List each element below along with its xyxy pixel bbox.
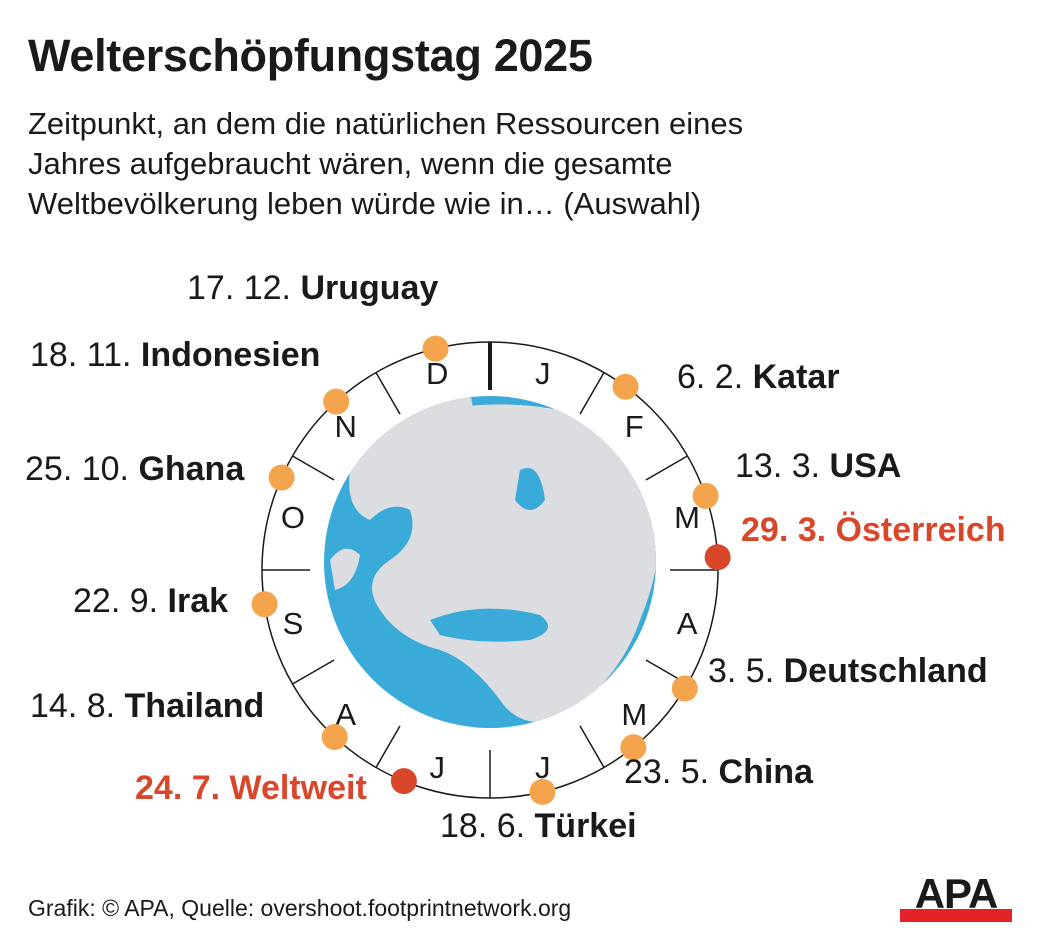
month-label: M [674, 500, 700, 535]
globe-icon [324, 396, 656, 728]
subtitle-line: Zeitpunkt, an dem die natürlichen Ressou… [28, 106, 744, 141]
entry-label-oesterreich: 29. 3. Österreich [741, 511, 1006, 549]
month-divider [645, 455, 688, 481]
month-label: O [281, 500, 305, 535]
entry-label-uruguay: 17. 12. Uruguay [187, 269, 439, 307]
date-marker-thailand [321, 724, 348, 751]
date-marker-deutschland [671, 675, 698, 702]
date-marker-katar [612, 373, 639, 400]
month-divider [292, 455, 335, 481]
entry-label-thailand: 14. 8. Thailand [30, 687, 265, 725]
month-divider [579, 372, 605, 415]
month-divider [375, 725, 401, 768]
month-label: S [283, 606, 304, 641]
date-marker-usa [692, 482, 719, 509]
date-marker-china [620, 734, 647, 761]
entry-label-usa: 13. 3. USA [735, 447, 902, 485]
month-label: F [625, 409, 644, 444]
subtitle: Zeitpunkt, an dem die natürlichen Ressou… [28, 104, 928, 224]
month-label: N [335, 409, 357, 444]
subtitle-line: Jahres aufgebraucht wären, wenn die gesa… [28, 146, 673, 181]
date-marker-ghana [268, 464, 295, 491]
date-marker-uruguay [422, 335, 449, 362]
entry-label-indonesien: 18. 11. Indonesien [30, 336, 321, 374]
entry-label-deutschland: 3. 5. Deutschland [708, 652, 988, 690]
month-label: A [335, 697, 356, 732]
month-label: D [426, 356, 448, 391]
date-marker-irak [251, 591, 278, 618]
entry-label-irak: 22. 9. Irak [73, 582, 229, 620]
entry-label-tuerkei: 18. 6. Türkei [440, 807, 637, 845]
page-title: Welterschöpfungstag 2025 [28, 30, 593, 81]
entry-label-ghana: 25. 10. Ghana [25, 450, 245, 488]
month-label: J [429, 750, 445, 785]
month-label: A [677, 606, 698, 641]
date-marker-türkei [529, 778, 556, 805]
month-divider [292, 659, 335, 685]
date-marker-österreich [704, 544, 731, 571]
entry-label-china: 23. 5. China [624, 753, 813, 791]
date-marker-indonesien [323, 388, 350, 415]
logo-bar [900, 909, 1012, 922]
subtitle-line: Weltbevölkerung leben würde wie in… (Aus… [28, 186, 702, 221]
month-label: J [535, 356, 551, 391]
month-label: M [621, 697, 647, 732]
entry-label-katar: 6. 2. Katar [677, 358, 840, 396]
apa-logo: APA [900, 870, 1012, 924]
month-divider [579, 725, 605, 768]
month-divider [375, 372, 401, 415]
month-label: J [535, 750, 551, 785]
source-footer: Grafik: © APA, Quelle: overshoot.footpri… [28, 895, 572, 921]
entry-label-weltweit: 24. 7. Weltweit [135, 769, 367, 807]
date-marker-weltweit [390, 768, 417, 795]
